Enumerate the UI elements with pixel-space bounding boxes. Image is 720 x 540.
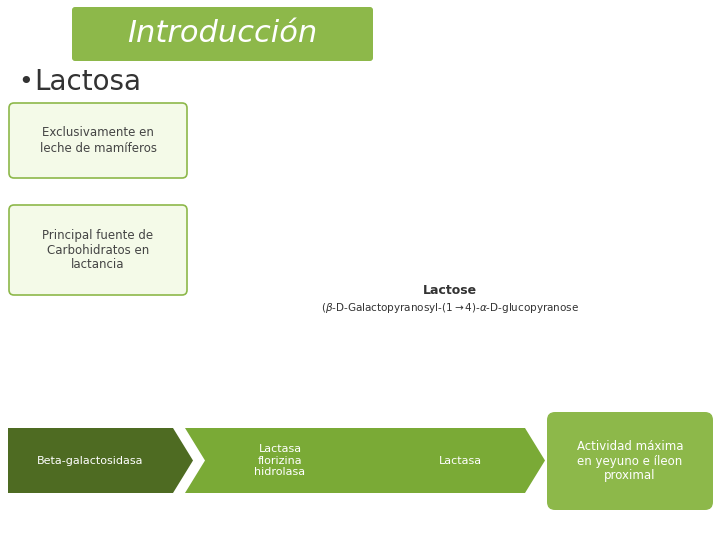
- Text: Introducción: Introducción: [127, 19, 318, 49]
- Text: Beta-galactosidasa: Beta-galactosidasa: [37, 456, 144, 465]
- FancyBboxPatch shape: [72, 7, 373, 61]
- FancyBboxPatch shape: [9, 205, 187, 295]
- Polygon shape: [8, 428, 193, 493]
- Text: Lactose: Lactose: [423, 284, 477, 296]
- Text: Lactasa
florizina
hidrolasa: Lactasa florizina hidrolasa: [254, 444, 305, 477]
- Text: Principal fuente de
Carbohidratos en
lactancia: Principal fuente de Carbohidratos en lac…: [42, 228, 153, 272]
- Text: Exclusivamente en
leche de mamíferos: Exclusivamente en leche de mamíferos: [40, 126, 156, 154]
- Text: Actividad máxima
en yeyuno e íleon
proximal: Actividad máxima en yeyuno e íleon proxi…: [577, 440, 683, 483]
- Text: Lactosa: Lactosa: [34, 68, 141, 96]
- Text: ($\beta$-D-Galactopyranosyl-(1$\rightarrow$4)-$\alpha$-D-glucopyranose: ($\beta$-D-Galactopyranosyl-(1$\rightarr…: [321, 301, 579, 315]
- Text: Lactasa: Lactasa: [438, 456, 482, 465]
- FancyBboxPatch shape: [9, 103, 187, 178]
- Polygon shape: [185, 428, 545, 493]
- Text: •: •: [18, 70, 32, 94]
- FancyBboxPatch shape: [547, 412, 713, 510]
